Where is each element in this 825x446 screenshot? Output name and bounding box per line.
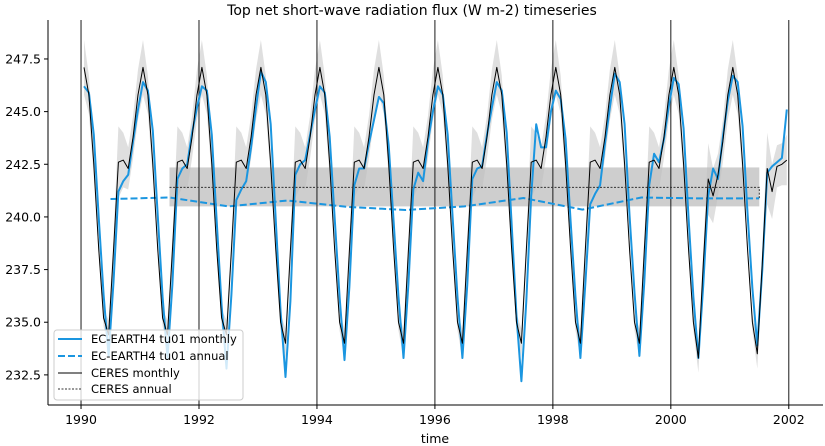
y-tick-label: 247.5 [5, 51, 41, 66]
x-tick-label: 1992 [183, 412, 215, 427]
x-tick-label: 2000 [655, 412, 687, 427]
axes: 1990 1992 1994 1996 1998 2000 2002 232.5 235.0 23… [5, 20, 823, 427]
x-tick-label: 1994 [301, 412, 333, 427]
legend-frame [53, 329, 244, 401]
legend-label-ceres-annual: CERES annual [91, 382, 172, 396]
y-tick-label: 235.0 [5, 315, 41, 330]
x-tick-label: 1996 [419, 412, 451, 427]
legend-label-ceres-monthly: CERES monthly [91, 366, 180, 380]
legend-label-model-monthly: EC-EARTH4 tu01 monthly [91, 332, 237, 346]
series-line-ceres-annual [169, 186, 760, 198]
x-tick-label: 1990 [65, 412, 97, 427]
x-tick-label: 2002 [773, 412, 805, 427]
y-tick-label: 232.5 [5, 367, 41, 382]
series-lines [83, 66, 788, 383]
series-line-model-monthly [83, 70, 788, 383]
legend-label-model-annual: EC-EARTH4 tu01 annual [91, 349, 229, 363]
y-tick-label: 242.5 [5, 157, 41, 172]
y-tick-label: 240.0 [5, 209, 41, 224]
legend: EC-EARTH4 tu01 monthly EC-EARTH4 tu01 an… [53, 329, 244, 401]
chart-title: Top net short-wave radiation flux (W m-2… [226, 3, 597, 19]
series-line-model-annual [110, 196, 760, 212]
x-axis-label: time [421, 431, 450, 446]
series-line-ceres-monthly [83, 66, 788, 359]
y-tick-label: 237.5 [5, 262, 41, 277]
y-tick-label: 245.0 [5, 104, 41, 119]
x-tick-label: 1998 [537, 412, 569, 427]
